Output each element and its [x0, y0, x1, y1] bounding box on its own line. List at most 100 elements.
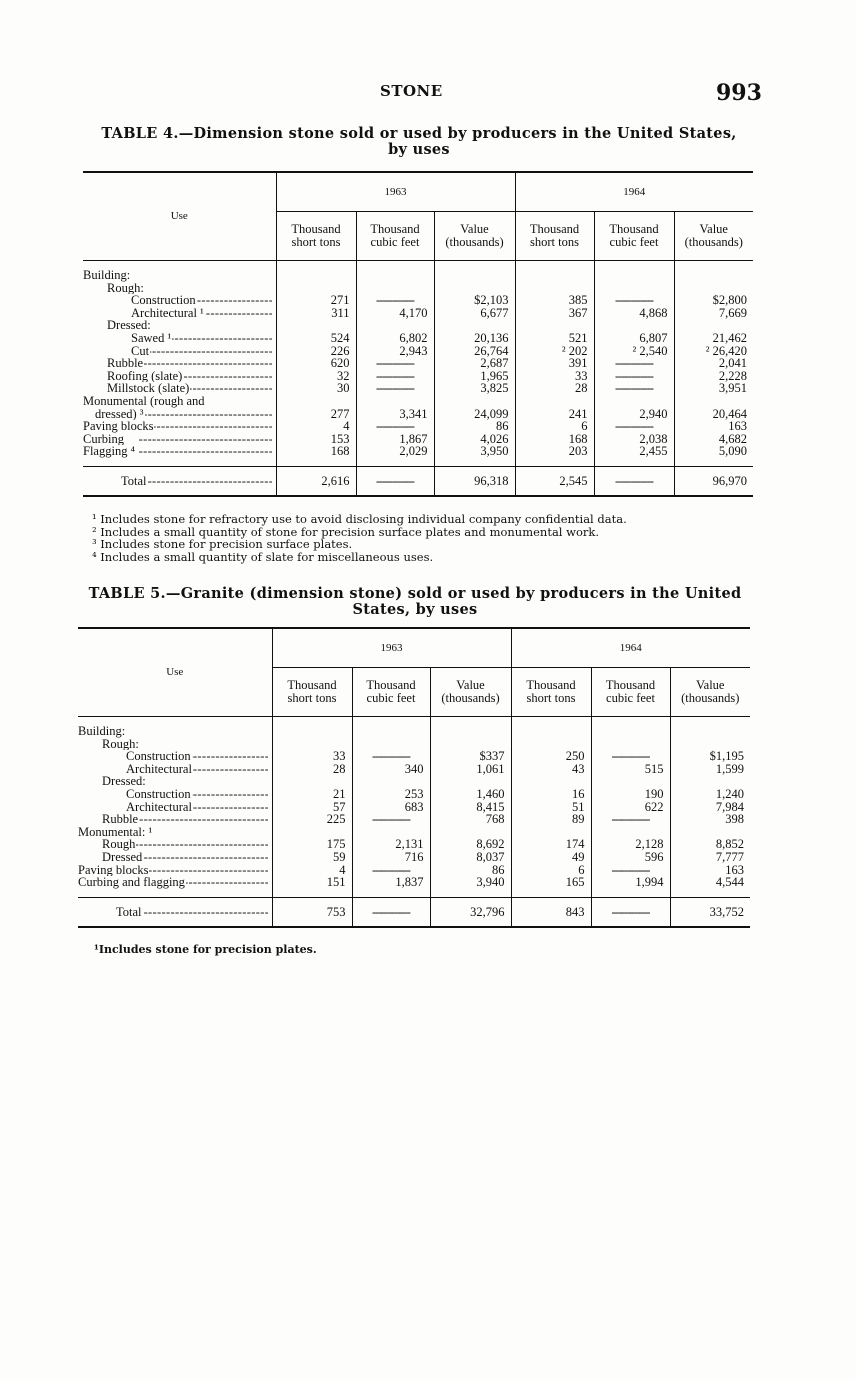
data-cell: 43 — [510, 762, 591, 776]
blank-cell — [514, 269, 594, 282]
data-cell: 250 — [510, 750, 591, 763]
data-cell: $2,800 — [673, 294, 753, 307]
row-label-text: Rough: — [102, 737, 140, 751]
data-cell: 21,462 — [673, 331, 753, 345]
blank-cell — [593, 319, 674, 332]
row-label-text: Cut — [131, 344, 151, 358]
blank-cell — [673, 269, 753, 282]
blank-cell — [351, 737, 430, 751]
data-cell: 33 — [271, 750, 352, 763]
data-cell: 622 — [590, 800, 670, 814]
blank-cell — [351, 825, 430, 839]
data-cell: 596 — [590, 850, 670, 864]
empty-cell: ------------ — [593, 369, 674, 383]
table-row: Monumental (rough and — [83, 394, 753, 408]
empty-cell: ------------ — [590, 896, 670, 926]
use-column-header: Use — [83, 173, 276, 261]
data-cell: 385 — [514, 294, 594, 307]
row-label: dressed) ³ — [83, 407, 276, 421]
blank-cell — [514, 394, 594, 408]
data-cell: 32 — [275, 369, 356, 383]
table-row: Architectural ¹ 3114,1706,6773674,8687,66… — [83, 306, 753, 320]
data-cell: 1,460 — [429, 787, 511, 801]
table4-caption: TABLE 4.—Dimension stone sold or used by… — [83, 126, 755, 158]
data-cell: 4 — [275, 420, 356, 433]
data-cell: 151 — [271, 876, 352, 889]
row-label-text: Construction — [126, 787, 192, 801]
caption-line: TABLE 5.—Granite (dimension stone) sold … — [88, 585, 742, 602]
row-label: Curbing — [83, 432, 276, 446]
column-header: Thousand short tons — [514, 211, 594, 261]
data-cell: 89 — [510, 813, 591, 826]
data-cell: 8,415 — [429, 800, 511, 814]
data-cell: 2,131 — [351, 838, 430, 851]
data-cell: 6,677 — [433, 306, 515, 320]
table-row: Curbing and flagging 1511,8373,9401651,99… — [78, 876, 750, 889]
blank-cell — [355, 269, 434, 282]
data-cell: 49 — [510, 850, 591, 864]
data-cell: 225 — [271, 813, 352, 826]
data-cell: 8,692 — [429, 838, 511, 851]
total-row: Total2,616------------96,3182,545-------… — [83, 465, 753, 495]
data-cell: 4,170 — [355, 306, 434, 320]
table-row: Building: — [83, 269, 753, 282]
data-cell: 8,037 — [429, 850, 511, 864]
blank-cell — [429, 775, 511, 788]
row-label: Monumental: ¹ — [78, 825, 272, 839]
blank-cell — [510, 775, 591, 788]
data-cell: 2,455 — [593, 445, 674, 458]
footnote: ⁴ Includes a small quantity of slate for… — [92, 549, 434, 564]
blank-cell — [429, 737, 511, 751]
caption-line: by uses — [388, 141, 450, 158]
data-cell: 843 — [510, 896, 591, 926]
empty-cell: ------------ — [351, 813, 430, 826]
blank-cell — [433, 319, 515, 332]
row-label: Rubble — [83, 357, 276, 370]
footnote: ¹Includes stone for precision plates. — [94, 943, 317, 956]
blank-cell — [590, 825, 670, 839]
data-cell: 86 — [433, 420, 515, 433]
row-label: Architectural ¹ — [83, 306, 276, 320]
table-row: Roofing (slate)32------------1,96533----… — [83, 369, 753, 383]
table-row: Building: — [78, 725, 750, 738]
blank-cell — [355, 281, 434, 295]
data-cell: 521 — [514, 331, 594, 345]
blank-cell — [510, 825, 591, 839]
row-label: Architectural — [78, 762, 272, 776]
data-cell: 51 — [510, 800, 591, 814]
data-cell: 96,970 — [673, 465, 753, 495]
data-cell: 241 — [514, 407, 594, 421]
data-cell: $337 — [429, 750, 511, 763]
table5-grid: Use 1963 1964 Thousand short tons Thousand c… — [78, 629, 750, 926]
blank-cell — [514, 319, 594, 332]
column-header: Value (thousands) — [673, 211, 753, 261]
blank-cell — [510, 725, 591, 738]
empty-cell: ------------ — [351, 750, 430, 763]
blank-cell — [590, 737, 670, 751]
row-label: Curbing and flagging — [78, 876, 272, 889]
row-label: Paving blocks — [83, 420, 276, 433]
running-head: STONE — [380, 82, 443, 100]
blank-cell — [669, 725, 750, 738]
year-header: 1963 — [271, 629, 511, 668]
year-header: 1963 — [275, 173, 515, 212]
blank-cell — [510, 737, 591, 751]
row-label-text: Construction — [126, 750, 192, 763]
row-label-text: Millstock (slate) — [107, 382, 191, 395]
row-label-text: Paving blocks — [83, 420, 155, 433]
empty-cell: ------------ — [355, 382, 434, 395]
data-cell: 311 — [275, 306, 356, 320]
blank-cell — [669, 825, 750, 839]
page-number: 993 — [716, 80, 762, 106]
data-cell: 271 — [275, 294, 356, 307]
data-cell: 203 — [514, 445, 594, 458]
data-cell: 8,852 — [669, 838, 750, 851]
row-label-text: Dressed — [102, 850, 144, 864]
data-cell: 2,687 — [433, 357, 515, 370]
data-cell: 1,599 — [669, 762, 750, 776]
data-cell: 4,682 — [673, 432, 753, 446]
